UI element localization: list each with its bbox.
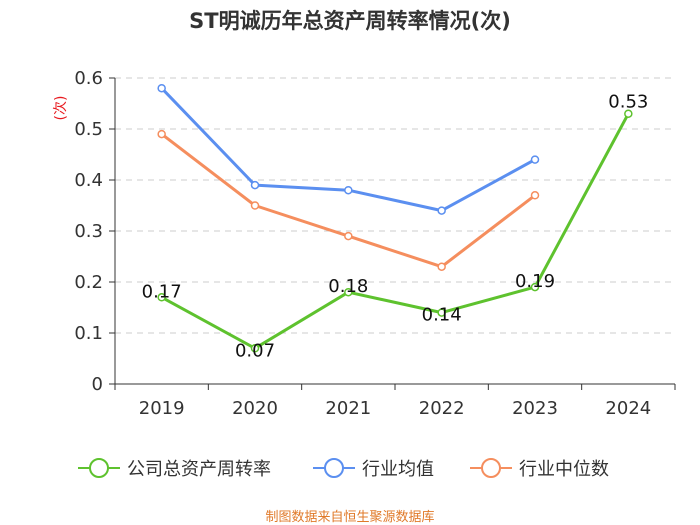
gridlines: [115, 77, 675, 334]
data-point: [344, 185, 353, 195]
legend-label: 行业中位数: [519, 459, 609, 480]
data-point: [250, 180, 260, 190]
data-label: 0.07: [235, 340, 275, 361]
data-point: [344, 287, 353, 297]
x-tick-label: 2021: [325, 398, 371, 419]
data-point: [624, 109, 633, 118]
y-tick-label: 0: [92, 374, 103, 395]
data-label: 0.53: [608, 92, 648, 113]
y-tick-label: 0.4: [74, 170, 103, 191]
legend-marker: [481, 458, 501, 478]
y-tick-label: 0.1: [74, 323, 103, 344]
chart-title: ST明诚历年总资产周转率情况(次): [189, 9, 511, 33]
legend-label: 行业均值: [362, 459, 434, 480]
legend-marker: [89, 458, 109, 478]
x-tick-label: 2019: [139, 398, 185, 419]
data-point: [250, 344, 260, 353]
y-axis-label: (次): [53, 96, 69, 121]
x-tick-label: 2024: [605, 398, 651, 419]
data-point: [530, 155, 540, 164]
data-label: 0.19: [515, 271, 555, 292]
data-labels: 0.17 0.07 0.18 0.14 0.19 0.53: [142, 92, 649, 362]
y-tick-label: 0.5: [74, 119, 103, 140]
legend: 公司总资产周转率 行业均值 行业中位数: [78, 458, 609, 480]
data-point: [530, 282, 540, 292]
data-point: [437, 206, 446, 215]
y-tick-label: 0.6: [74, 68, 103, 89]
series-line: [160, 132, 536, 269]
data-point: [530, 191, 540, 200]
x-tick-label: 2020: [232, 398, 278, 419]
data-point: [157, 129, 166, 139]
x-tick-label: 2022: [419, 398, 465, 419]
series-group: [157, 83, 633, 353]
data-point: [157, 83, 166, 93]
x-tick-label: 2023: [512, 398, 558, 419]
data-label: 0.18: [328, 276, 368, 297]
source-note: 制图数据来自恒生聚源数据库: [265, 509, 434, 525]
data-point: [437, 308, 446, 317]
legend-label: 公司总资产周转率: [127, 459, 271, 480]
data-point: [250, 201, 260, 210]
y-tick-label: 0.2: [74, 272, 103, 293]
legend-marker: [324, 458, 344, 478]
data-point: [437, 262, 446, 271]
data-point: [344, 231, 353, 241]
y-tick-label: 0.3: [74, 221, 103, 242]
axes: 0 0.1 0.2 0.3 0.4 0.5 0.6 2019 2020 2021 2022 2023 2…: [74, 68, 676, 419]
data-label: 0.14: [422, 305, 462, 326]
series-line: [160, 112, 630, 350]
data-point: [157, 293, 166, 302]
data-label: 0.17: [142, 281, 182, 302]
